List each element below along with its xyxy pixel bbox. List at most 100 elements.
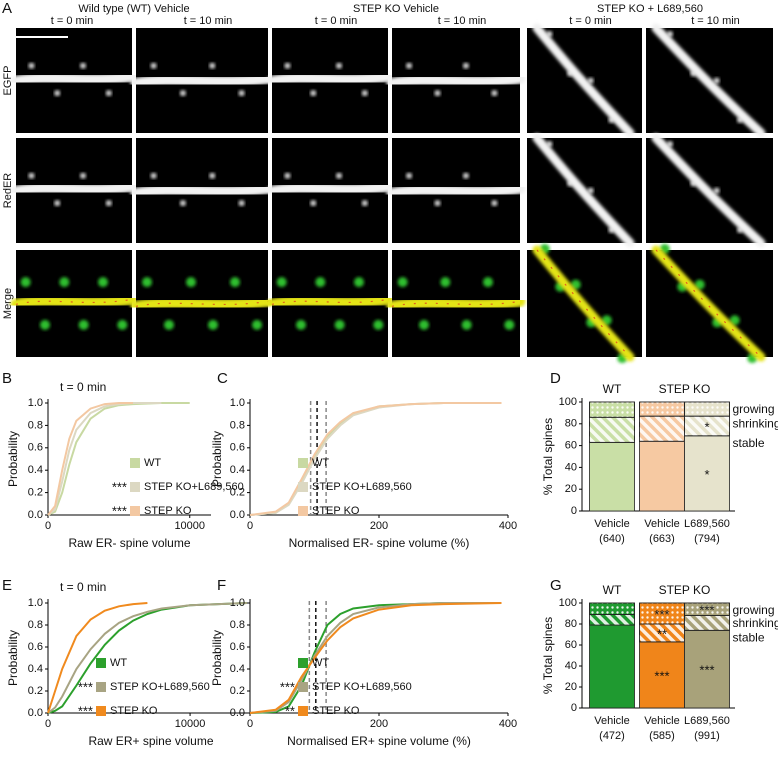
spine xyxy=(28,172,35,179)
count-label: (640) xyxy=(599,533,625,545)
dendrite xyxy=(266,293,394,310)
micrograph xyxy=(646,243,773,364)
dendrite xyxy=(651,133,766,248)
spine xyxy=(361,200,368,207)
spine xyxy=(406,172,413,179)
spine xyxy=(80,62,87,69)
y-tick-label: 0.2 xyxy=(230,685,245,697)
time-label: t = 10 min xyxy=(691,15,740,27)
spine xyxy=(434,200,441,207)
y-tick-label: 0.6 xyxy=(230,641,245,653)
micrograph xyxy=(527,243,642,364)
y-axis-label: % Total spines xyxy=(541,617,555,694)
group-label: WT xyxy=(603,382,622,396)
spine-blob xyxy=(230,277,240,288)
dendrite xyxy=(386,295,526,312)
micrograph xyxy=(527,23,642,138)
segment-pattern xyxy=(684,615,730,631)
y-tick-label: 0 xyxy=(571,505,577,517)
y-tick-label: 1.0 xyxy=(230,597,245,609)
count-label: (991) xyxy=(694,730,720,742)
y-tick-label: 0.0 xyxy=(230,509,245,521)
row-label: EGFP xyxy=(2,66,14,96)
legend-swatch xyxy=(298,658,308,668)
panel-label: A xyxy=(2,0,12,17)
y-tick-label: 1.0 xyxy=(230,397,245,409)
spine-blob xyxy=(354,277,364,288)
legend-swatch xyxy=(298,682,308,692)
segment-label: growing xyxy=(733,402,775,416)
significance: *** xyxy=(654,607,669,622)
spine xyxy=(238,200,245,207)
spine xyxy=(713,77,720,84)
spine xyxy=(336,62,343,69)
micrograph xyxy=(266,28,394,133)
cdf-line xyxy=(47,602,247,714)
x-tick-label: 0 xyxy=(45,718,51,730)
significance: *** xyxy=(699,663,714,678)
dendrite xyxy=(130,182,274,199)
dendrite xyxy=(10,180,138,197)
time-label: t = 0 min xyxy=(569,15,612,27)
er-signal xyxy=(536,249,631,358)
spine xyxy=(284,172,291,179)
spine xyxy=(491,90,498,97)
legend-label: STEP KO+L689,560 xyxy=(312,481,412,493)
x-tick-label: 10000 xyxy=(174,520,205,532)
y-tick-label: 0.2 xyxy=(28,685,43,697)
legend-swatch xyxy=(96,706,106,716)
category-label: Vehicle xyxy=(594,518,629,530)
category-label: L689,560 xyxy=(684,518,730,530)
y-tick-label: 80 xyxy=(565,418,577,430)
y-tick-label: 40 xyxy=(565,660,577,672)
annotation: t = 0 min xyxy=(60,380,106,394)
dendrite xyxy=(651,23,766,138)
spine xyxy=(361,90,368,97)
x-tick-label: 200 xyxy=(370,718,388,730)
spine-blob xyxy=(440,277,451,288)
dendrite xyxy=(386,72,526,89)
spine-blob xyxy=(296,319,306,330)
legend-swatch xyxy=(298,506,308,516)
spine-blob xyxy=(164,319,174,330)
y-tick-label: 20 xyxy=(565,483,577,495)
x-tick-label: 0 xyxy=(247,520,253,532)
dendrite xyxy=(532,133,635,248)
y-tick-label: 0.0 xyxy=(28,509,43,521)
y-tick-label: 1.0 xyxy=(28,597,43,609)
micrograph xyxy=(130,250,274,357)
spine xyxy=(462,172,469,179)
spine-blob xyxy=(142,277,152,288)
spine-blob xyxy=(419,319,429,330)
spine xyxy=(209,62,216,69)
panel-label: E xyxy=(2,577,12,594)
spine xyxy=(462,62,469,69)
legend-swatch xyxy=(298,482,308,492)
y-tick-label: 60 xyxy=(565,639,577,651)
segment-pattern xyxy=(639,401,685,417)
significance: *** xyxy=(280,679,295,694)
annotation: t = 0 min xyxy=(60,580,106,594)
count-label: (472) xyxy=(599,730,625,742)
significance: *** xyxy=(112,503,127,518)
y-tick-label: 60 xyxy=(565,440,577,452)
micrograph xyxy=(10,250,138,357)
y-tick-label: 0.8 xyxy=(230,619,245,631)
x-tick-label: 400 xyxy=(499,520,517,532)
y-tick-label: 40 xyxy=(565,461,577,473)
spine xyxy=(336,172,343,179)
y-tick-label: 0.6 xyxy=(28,442,43,454)
segment-pattern xyxy=(589,401,635,418)
count-label: (663) xyxy=(649,533,675,545)
bar-segment xyxy=(684,629,730,709)
spine xyxy=(310,200,317,207)
panel-label: B xyxy=(2,370,12,387)
segment-pattern xyxy=(639,415,685,442)
y-tick-label: 100 xyxy=(559,597,577,609)
legend-swatch xyxy=(130,506,140,516)
dendrite xyxy=(266,70,394,87)
spine-blob xyxy=(397,277,408,288)
legend-label: WT xyxy=(312,457,329,469)
micrograph xyxy=(130,138,274,243)
legend-label: WT xyxy=(312,657,329,669)
